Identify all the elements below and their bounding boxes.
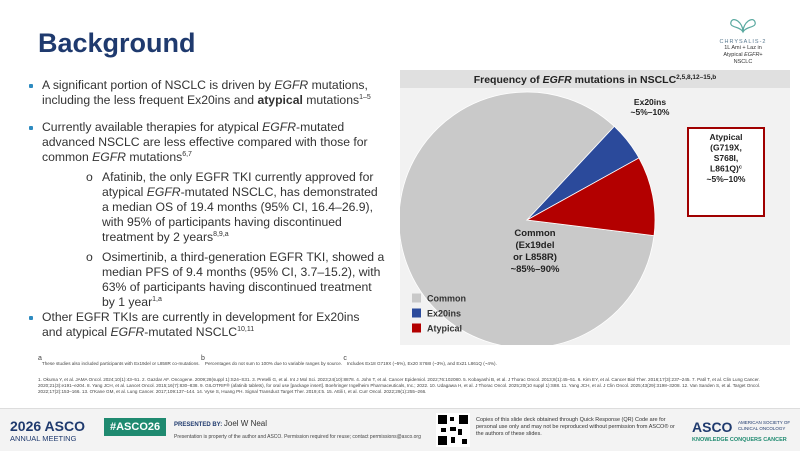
title-part: Frequency of xyxy=(474,74,543,86)
annotation-box xyxy=(687,127,765,217)
sub-bullet: Osimertinib, a third-generation EGFR TKI… xyxy=(86,250,387,310)
bullet: Other EGFR TKIs are currently in develop… xyxy=(29,310,377,340)
qr-code xyxy=(436,413,470,447)
text: Other EGFR TKIs are currently in develop… xyxy=(42,310,360,339)
logo-text: CHRYSALIS-2 xyxy=(719,39,767,45)
property-note: Presentation is property of the author a… xyxy=(174,434,421,440)
note-mark: b xyxy=(201,355,205,362)
slice-label: (Ex19del xyxy=(515,240,554,251)
legend-label: Atypical xyxy=(427,324,462,334)
text: Afatinib, the only EGFR TKI currently ap… xyxy=(102,170,374,199)
label-note: c xyxy=(739,165,742,171)
hashtag: #ASCO26 xyxy=(104,418,167,436)
slice-label: Ex20ins xyxy=(634,97,666,107)
ref: 1,a xyxy=(152,296,162,303)
footer: 2026 ASCO ANNUAL MEETING #ASCO26 PRESENT… xyxy=(0,408,800,451)
slice-label: ~5%–10% xyxy=(631,107,670,117)
bullet: A significant portion of NSCLC is driven… xyxy=(29,78,382,108)
meeting-logo: 2026 ASCO xyxy=(10,418,85,434)
text: PRESENTED BY: xyxy=(174,422,223,428)
note: Includes Ex18 G719X (~5%), Ex20 S768I (~… xyxy=(346,361,497,366)
note: These studies also included participants… xyxy=(41,361,201,366)
caption-part: NSCLC xyxy=(733,59,753,65)
slice-label: S768I, xyxy=(714,153,739,163)
logo-icon xyxy=(730,19,756,34)
note-mark: a xyxy=(38,355,42,362)
text: mutations xyxy=(302,93,360,107)
text: Currently available therapies for atypic… xyxy=(42,120,263,134)
caption-part: + xyxy=(759,52,763,58)
text: EGFR xyxy=(274,78,309,92)
text: CLINICAL ONCOLOGY xyxy=(738,425,786,431)
text: Osimertinib, a third-generation EGFR TKI… xyxy=(102,250,385,309)
note-mark: c xyxy=(343,355,347,362)
ref: 8,9,a xyxy=(213,231,229,238)
label-part: L861Q) xyxy=(710,164,739,174)
org-name: AMERICAN SOCIETY OF CLINICAL ONCOLOGY xyxy=(738,420,790,431)
slide-title: Background xyxy=(38,28,196,58)
chart: Frequency of EGFR mutations in NSCLC2,5,… xyxy=(400,70,790,345)
legend-label: Ex20ins xyxy=(427,309,461,319)
text: -mutated NSCLC xyxy=(144,325,238,339)
text: AMERICAN SOCIETY OF xyxy=(738,420,791,425)
text: EGFR xyxy=(262,120,297,134)
note: Percentages do not sum to 100% due to va… xyxy=(204,361,344,366)
slice-label: Common xyxy=(514,228,555,239)
sub-bullet: Afatinib, the only EGFR TKI currently ap… xyxy=(86,170,387,245)
slice-label: ~85%–90% xyxy=(511,264,560,275)
text: mutations xyxy=(125,150,183,164)
caption-part: 1L Ami + Laz in xyxy=(724,45,762,51)
references: 1. Okuma Y, et al. JAMA Oncol. 2024;10(1… xyxy=(38,377,761,394)
chart-title-bar xyxy=(400,70,790,88)
footnotes: aThese studies also included participant… xyxy=(38,355,778,367)
ref: 6,7 xyxy=(182,151,192,158)
legend-swatch xyxy=(412,323,421,333)
text: A significant portion of NSCLC is driven… xyxy=(42,78,275,92)
text: EGFR xyxy=(110,325,145,339)
meeting-name: ANNUAL MEETING xyxy=(10,434,77,443)
text: 2026 xyxy=(10,418,42,434)
ref: 1–5 xyxy=(359,94,371,101)
slice-label: L861Q)c xyxy=(710,164,742,174)
title-part: EGFR xyxy=(543,74,573,86)
legend-label: Common xyxy=(427,294,466,304)
legend-swatch xyxy=(412,293,421,303)
title-part: mutations in NSCLC xyxy=(572,74,677,86)
title-part: 2,5,8,12–15,b xyxy=(676,74,716,81)
chart-title: Frequency of EGFR mutations in NSCLC2,5,… xyxy=(474,74,717,86)
qr-note: Copies of this slide deck obtained throu… xyxy=(476,417,675,437)
slice-label: ~5%–10% xyxy=(707,174,746,184)
caption-part: EGFR xyxy=(744,52,760,58)
org-tagline: KNOWLEDGE CONQUERS CANCER xyxy=(692,437,787,443)
bullet: Currently available therapies for atypic… xyxy=(29,120,377,165)
slice-label: or L858R) xyxy=(513,252,557,263)
text: -mutated advanced NSCLC are less effecti… xyxy=(42,120,368,164)
slice-label: Atypical xyxy=(709,132,742,142)
text: Joel W Neal xyxy=(223,419,268,428)
text: EGFR xyxy=(92,150,126,164)
slice-label: (G719X, xyxy=(710,143,742,153)
pie-slice xyxy=(400,91,655,345)
study-logo: CHRYSALIS-2 1L Ami + Laz in Atypical EGFR… xyxy=(708,12,778,66)
logo-caption: 1L Ami + Laz in Atypical EGFR+ NSCLC xyxy=(708,45,778,66)
text: mutations, including the less frequent E… xyxy=(42,78,368,107)
pie-slice xyxy=(525,157,656,237)
org-logo: ASCO xyxy=(692,419,733,435)
ref: 10,11 xyxy=(237,326,255,333)
legend-swatch xyxy=(412,308,421,318)
presenter: PRESENTED BY: Joel W Neal xyxy=(174,419,267,428)
text: atypical xyxy=(257,93,303,107)
text: -mutated NSCLC, has demonstrated a media… xyxy=(102,185,378,244)
text: ASCO xyxy=(44,418,85,434)
caption-part: Atypical xyxy=(723,52,745,58)
text: EGFR xyxy=(146,185,181,199)
